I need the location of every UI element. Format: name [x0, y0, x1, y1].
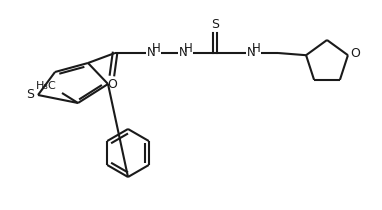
- Text: O: O: [350, 47, 360, 60]
- Text: N: N: [179, 46, 188, 59]
- Text: S: S: [211, 18, 219, 32]
- Text: N: N: [247, 46, 256, 59]
- Text: O: O: [107, 77, 117, 91]
- Text: H: H: [152, 42, 160, 55]
- Text: N: N: [147, 46, 155, 59]
- Text: H₃C: H₃C: [36, 81, 57, 91]
- Text: H: H: [252, 42, 261, 55]
- Text: H: H: [184, 42, 193, 55]
- Text: S: S: [26, 88, 34, 101]
